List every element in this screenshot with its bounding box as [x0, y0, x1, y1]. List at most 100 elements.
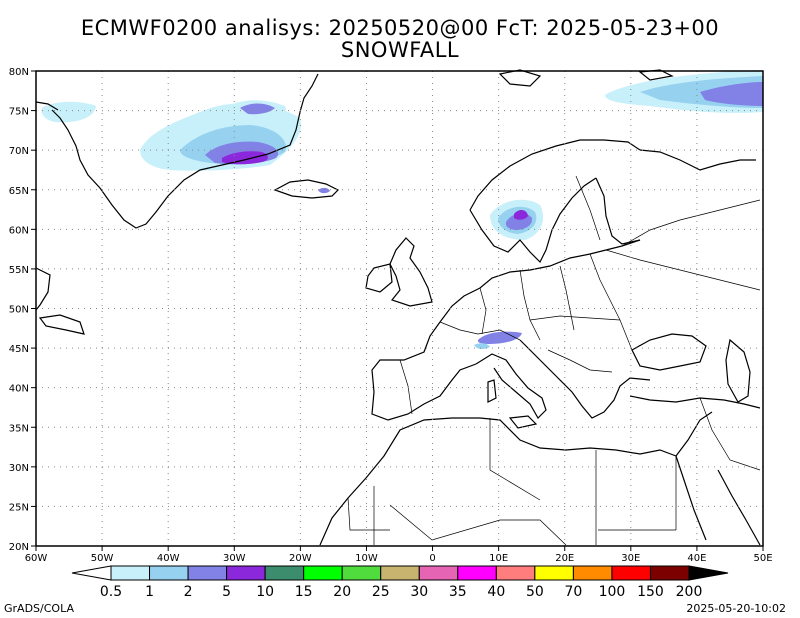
- lon-tick-label: 50E: [753, 553, 772, 564]
- colorbar-label: 25: [372, 584, 390, 600]
- lat-tick-label: 65N: [9, 186, 29, 197]
- colorbar-label: 10: [256, 584, 274, 600]
- axis-tick-labels: 60W 50W 40W 30W 20W 10W 0 10E 20E 30E 40E 50E 20N 25N…: [9, 67, 773, 564]
- lat-tick-label: 20N: [9, 542, 29, 553]
- title-line-1: ECMWF0200 analisys: 20250520@00 FcT: 202…: [80, 16, 720, 40]
- lat-tick-label: 60N: [9, 225, 29, 236]
- border-9: [547, 349, 613, 373]
- snow-patch-scandinavia-4: [514, 210, 528, 220]
- coast-red-sea: [675, 455, 707, 541]
- border-10: [399, 359, 413, 415]
- coast-levant: [675, 411, 713, 457]
- colorbar-swatch: [649, 565, 690, 581]
- snow-patch-alps: [477, 331, 522, 344]
- coast-turkey: [629, 395, 761, 409]
- coast-finland: [595, 177, 641, 245]
- map-frame: [35, 70, 764, 547]
- colorbar-label: 20: [333, 584, 351, 600]
- colorbar-label: 150: [637, 584, 664, 600]
- coast-sardinia: [487, 379, 497, 403]
- coast-caspian: [725, 338, 751, 403]
- snow-patch-greenland-top-2: [240, 103, 275, 115]
- colorbar: 0.5 1 2 5 10 15 20 25 30 35 40 50 70 100 150 200: [71, 565, 729, 600]
- colorbar-swatch: [572, 565, 613, 581]
- coast-norway-south: [469, 177, 597, 264]
- lat-tick-label: 35N: [9, 423, 29, 434]
- coast-svalbard: [498, 69, 542, 87]
- colorbar-swatch: [380, 565, 420, 581]
- coast-africa: [319, 417, 677, 546]
- title-line-2: SNOWFALL: [340, 38, 460, 62]
- lat-tick-label: 55N: [9, 265, 29, 276]
- coast-newfoundland: [38, 314, 85, 335]
- colorbar-swatch: [264, 565, 305, 581]
- coast-kola: [639, 149, 756, 171]
- border-4: [559, 265, 575, 331]
- colorbar-low-arrow: [71, 565, 112, 581]
- colorbar-label: 50: [526, 584, 544, 600]
- border-6: [605, 249, 761, 291]
- lat-tick-label: 30N: [9, 463, 29, 474]
- lat-tick-label: 70N: [9, 146, 29, 157]
- colorbar-swatch: [226, 565, 266, 581]
- colorbar-swatch: [495, 565, 536, 581]
- lat-tick-label: 40N: [9, 384, 29, 395]
- colorbar-swatch: [341, 565, 382, 581]
- border-13: [389, 504, 567, 546]
- coast-britain: [389, 237, 433, 307]
- colorbar-label: 2: [184, 584, 193, 600]
- colorbar-label: 0.5: [100, 584, 122, 600]
- border-19: [575, 175, 601, 241]
- lat-tick-label: 80N: [9, 67, 29, 78]
- country-borders: [347, 175, 761, 546]
- coast-greenland-north: [35, 101, 59, 111]
- colorbar-high-arrow: [688, 565, 729, 581]
- snow-patch-greenland-east-4: [222, 151, 268, 165]
- colorbar-swatch: [418, 565, 459, 581]
- border-18: [699, 397, 761, 471]
- lon-tick-label: 30W: [223, 553, 246, 564]
- colorbar-label: 35: [449, 584, 467, 600]
- footer-credit: GrADS/COLA: [4, 602, 74, 615]
- colorbar-swatch: [110, 565, 151, 581]
- lon-tick-label: 0: [429, 553, 435, 564]
- border-8: [529, 315, 621, 321]
- snow-patch-nw: [41, 101, 96, 123]
- colorbar-swatch: [187, 565, 228, 581]
- coast-balkans: [519, 339, 651, 419]
- colorbar-swatch: [303, 565, 343, 581]
- colorbar-label: 1: [145, 584, 154, 600]
- colorbar-swatch: [534, 565, 574, 581]
- coast-iceland: [273, 179, 340, 199]
- colorbar-label: 70: [564, 584, 582, 600]
- lon-tick-label: 10W: [355, 553, 378, 564]
- border-12: [347, 497, 390, 531]
- colorbar-label: 100: [599, 584, 626, 600]
- lon-tick-label: 20E: [555, 553, 574, 564]
- coast-ireland: [365, 263, 393, 293]
- coast-europe-north: [439, 239, 641, 323]
- border-3: [519, 269, 541, 341]
- colorbar-label: 15: [295, 584, 313, 600]
- border-7: [621, 199, 761, 247]
- snow-patch-alps-2: [474, 343, 490, 350]
- lon-tick-label: 30E: [621, 553, 640, 564]
- graticule: [36, 71, 763, 546]
- colorbar-label: 40: [487, 584, 505, 600]
- border-2: [479, 287, 487, 335]
- snow-patch-iceland: [318, 187, 330, 194]
- coast-sicily: [508, 415, 538, 429]
- coast-black-sea: [631, 333, 707, 371]
- coast-norway: [469, 139, 641, 211]
- footer-timestamp: 2025-05-20-10:02: [686, 602, 786, 615]
- border-5: [589, 253, 633, 351]
- snow-patch-arctic-3: [700, 82, 763, 106]
- lat-tick-label: 50N: [9, 305, 29, 316]
- lon-tick-label: 50W: [91, 553, 114, 564]
- border-14: [489, 418, 541, 501]
- coast-canada: [35, 267, 51, 311]
- coast-arabia: [717, 469, 761, 546]
- lon-tick-label: 60W: [25, 553, 48, 564]
- lon-tick-label: 10E: [489, 553, 508, 564]
